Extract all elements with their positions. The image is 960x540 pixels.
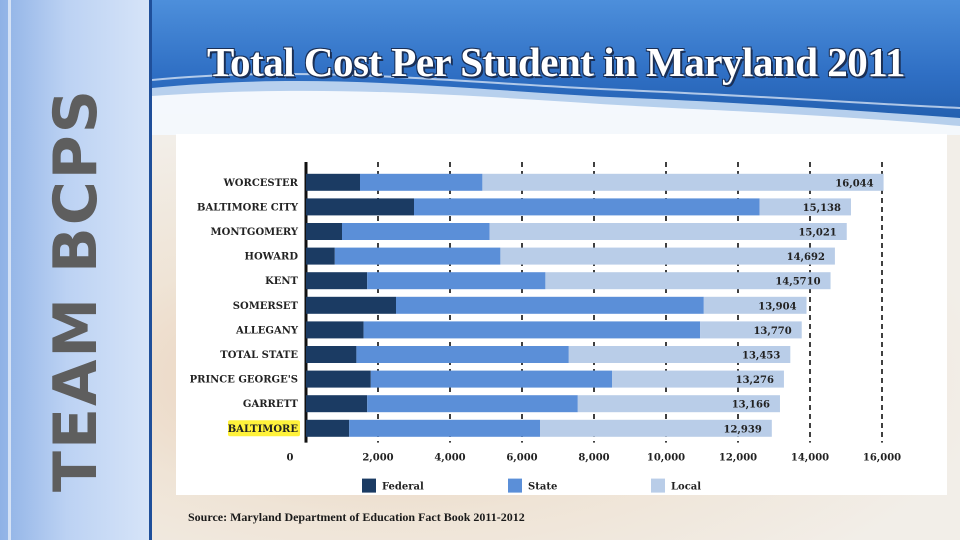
bar-state: [334, 247, 501, 265]
bar-state: [414, 198, 760, 216]
category-label: ALLEGANY: [235, 325, 299, 336]
bar-state: [370, 370, 612, 388]
bar-total-label: 13,166: [732, 400, 770, 411]
x-tick-label: 12,000: [719, 453, 757, 464]
source-caption: Source: Maryland Department of Education…: [188, 510, 525, 524]
bar-state: [356, 346, 569, 363]
x-tick-label: 10,000: [647, 453, 685, 464]
bar-total-label: 13,453: [742, 351, 780, 362]
x-tick-label: 14,000: [791, 453, 829, 464]
category-label: BALTIMORE CITY: [197, 202, 299, 213]
category-label: TOTAL STATE: [220, 350, 298, 361]
bar-local: [577, 395, 780, 413]
bar-federal: [306, 370, 371, 388]
bar-local: [568, 346, 791, 363]
bar-federal: [306, 346, 357, 363]
slide-title: Total Cost Per Student in Maryland 2011: [206, 39, 906, 85]
bar-federal: [306, 419, 350, 437]
bar-local: [489, 223, 847, 240]
title-banner: [152, 0, 960, 135]
category-label: HOWARD: [245, 252, 299, 263]
bar-local: [482, 173, 884, 191]
bar-total-label: 13,276: [736, 375, 774, 386]
bar-state: [349, 419, 540, 437]
legend-label-local: Local: [671, 482, 701, 493]
bar-total-label: 16,044: [835, 178, 873, 189]
bar-total-label: 12,939: [724, 424, 762, 435]
bar-state: [367, 272, 546, 290]
x-tick-label: 8,000: [578, 453, 609, 464]
chart-card: WORCESTER 16,044 BALTIMORE CITY 15,138 MONTG…: [176, 134, 947, 495]
left-sidebar-panel: TEAM BCPS: [0, 0, 152, 540]
legend-label-federal: Federal: [382, 482, 424, 493]
bar-total-label: 13,904: [758, 301, 796, 312]
x-tick-label: 2,000: [362, 453, 393, 464]
bar-state: [342, 223, 490, 240]
x-tick-label: 6,000: [506, 453, 537, 464]
x-tick-label: 4,000: [434, 453, 465, 464]
bar-federal: [306, 247, 335, 265]
legend-swatch-local: [651, 478, 665, 493]
bar-total-label: 15,138: [803, 203, 841, 214]
category-label: SOMERSET: [233, 301, 299, 312]
banner-wave-decoration: [152, 72, 960, 135]
team-bcps-title: TEAM BCPS: [41, 88, 111, 492]
bar-federal: [306, 296, 396, 314]
bar-federal: [306, 198, 414, 216]
legend-label-state: State: [528, 482, 557, 493]
bar-total-label: 14,5710: [775, 277, 820, 288]
x-tick-label: 16,000: [863, 453, 901, 464]
bar-federal: [306, 272, 368, 290]
bar-federal: [306, 321, 364, 339]
bar-local: [500, 247, 835, 265]
bar-state: [360, 173, 483, 191]
category-label: PRINCE GEORGE'S: [190, 375, 298, 386]
bar-local: [703, 296, 807, 314]
bar-state: [396, 296, 704, 314]
stacked-bar-chart: WORCESTER 16,044 BALTIMORE CITY 15,138 MONTG…: [190, 162, 901, 493]
bar-state: [367, 395, 578, 413]
legend-swatch-state: [508, 478, 522, 493]
bar-total-label: 13,770: [753, 326, 791, 337]
bar-total-label: 15,021: [798, 228, 836, 239]
bar-state: [363, 321, 701, 339]
category-label: BALTIMORE: [228, 424, 299, 435]
category-label: KENT: [265, 276, 298, 287]
bar-federal: [306, 223, 342, 240]
bar-local: [700, 321, 802, 339]
bar-federal: [306, 395, 368, 413]
bar-local: [545, 272, 831, 290]
bar-local: [759, 198, 851, 216]
category-label: MONTGOMERY: [211, 227, 299, 238]
bar-federal: [306, 173, 360, 191]
legend-swatch-federal: [362, 478, 376, 493]
bar-total-label: 14,692: [787, 252, 825, 263]
bar-local: [540, 419, 772, 437]
x-tick-label: 0: [287, 453, 294, 464]
category-highlight: [228, 420, 300, 437]
category-label: GARRETT: [243, 399, 299, 410]
category-label: WORCESTER: [223, 178, 299, 189]
bar-local: [612, 370, 784, 388]
